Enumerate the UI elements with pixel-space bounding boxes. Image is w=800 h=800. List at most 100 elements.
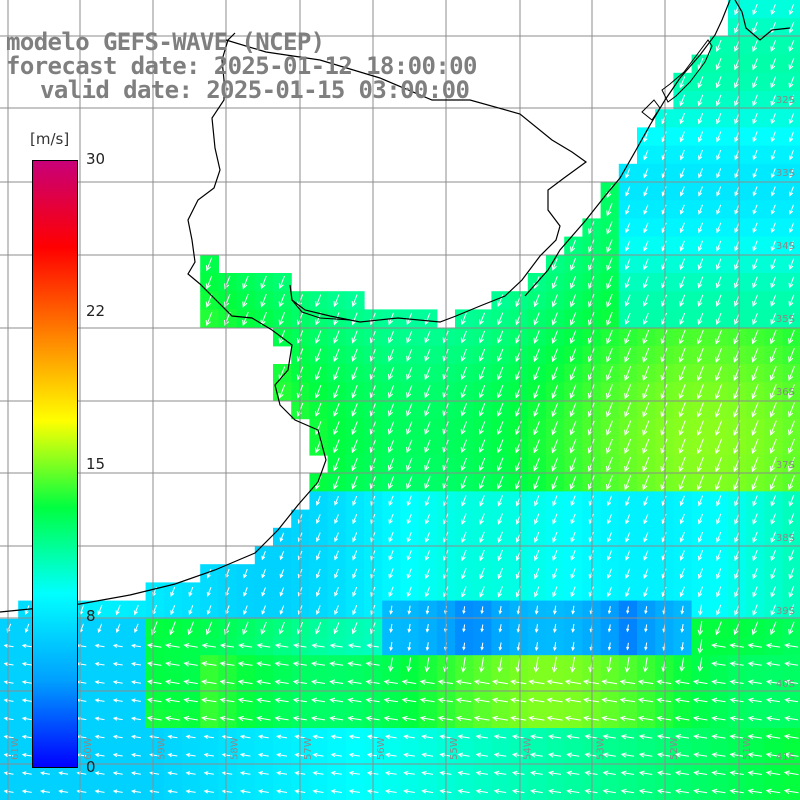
wind-arrow xyxy=(424,457,431,472)
wind-arrow xyxy=(347,715,362,722)
wind-arrow xyxy=(734,240,740,252)
wind-arrow xyxy=(333,475,340,490)
wind-arrow xyxy=(788,348,795,363)
wind-arrow xyxy=(679,113,685,125)
wind-arrow xyxy=(462,606,466,615)
wind-arrow xyxy=(716,604,722,616)
wind-arrow xyxy=(770,113,776,125)
wind-arrow xyxy=(692,679,708,685)
wind-arrow xyxy=(698,168,703,179)
wind-arrow xyxy=(21,680,32,685)
wind-arrow xyxy=(625,568,631,579)
wind-arrow xyxy=(716,240,722,252)
wind-arrow xyxy=(606,348,613,363)
wind-arrow xyxy=(497,549,503,562)
wind-arrow xyxy=(606,475,613,491)
wind-arrow xyxy=(570,586,576,598)
wind-arrow xyxy=(493,770,507,776)
wind-arrow xyxy=(461,568,467,580)
wind-arrow xyxy=(637,715,654,722)
wind-arrow xyxy=(348,789,361,794)
wind-arrow xyxy=(552,568,558,580)
wind-arrow xyxy=(425,624,430,633)
wind-arrow xyxy=(473,679,490,685)
wind-arrow xyxy=(788,58,795,71)
wind-arrow xyxy=(624,438,632,454)
wind-arrow xyxy=(497,439,504,454)
longitude-label: 58W xyxy=(230,737,241,760)
wind-arrow xyxy=(497,568,503,580)
wind-arrow xyxy=(716,186,722,197)
wind-arrow xyxy=(696,402,704,418)
wind-arrow xyxy=(146,697,162,704)
wind-arrow xyxy=(131,771,141,776)
wind-arrow xyxy=(698,222,704,234)
wind-arrow xyxy=(734,222,740,234)
wind-arrow xyxy=(475,752,488,758)
wind-arrow xyxy=(698,186,703,197)
wind-arrow xyxy=(530,734,543,740)
wind-arrow xyxy=(697,568,704,580)
wind-arrow xyxy=(752,258,758,271)
wind-arrow xyxy=(606,402,613,418)
wind-arrow xyxy=(696,475,704,491)
wind-arrow xyxy=(460,439,467,454)
latitude-label: 32S xyxy=(776,95,795,106)
wind-arrow xyxy=(624,657,631,673)
wind-arrow xyxy=(606,366,613,381)
wind-arrow xyxy=(261,569,266,579)
wind-arrow xyxy=(638,770,653,776)
wind-arrow xyxy=(185,771,196,776)
wind-arrow xyxy=(479,586,485,598)
wind-arrow xyxy=(276,771,288,776)
wind-arrow xyxy=(352,495,358,507)
wind-arrow xyxy=(788,494,795,507)
wind-arrow xyxy=(678,402,686,418)
wind-arrow xyxy=(279,587,285,597)
wind-direction-arrows xyxy=(3,3,799,795)
wind-arrow xyxy=(333,312,340,326)
longitude-label: 56W xyxy=(376,737,387,760)
wind-arrow xyxy=(258,789,269,794)
wind-arrow xyxy=(131,662,141,667)
wind-arrow xyxy=(242,311,249,326)
wind-arrow xyxy=(311,679,325,685)
wind-arrow xyxy=(770,495,777,507)
wind-arrow xyxy=(497,513,503,525)
wind-arrow xyxy=(407,623,412,633)
wind-arrow xyxy=(406,568,412,580)
wind-arrow xyxy=(551,366,559,381)
wind-arrow xyxy=(533,475,540,490)
wind-arrow xyxy=(660,420,668,436)
wind-arrow xyxy=(406,330,413,344)
wind-arrow xyxy=(693,752,708,758)
wind-arrow xyxy=(674,697,690,703)
wind-arrow xyxy=(643,294,649,307)
wind-arrow xyxy=(188,586,194,597)
wind-arrow xyxy=(679,258,685,271)
wind-arrow xyxy=(553,605,557,615)
wind-arrow xyxy=(201,679,217,685)
wind-arrow xyxy=(769,420,777,436)
wind-arrow xyxy=(424,550,431,562)
wind-arrow xyxy=(351,622,358,635)
wind-arrow xyxy=(329,715,344,722)
wind-arrow xyxy=(94,716,105,721)
wind-arrow xyxy=(315,622,322,635)
wind-arrow xyxy=(788,475,795,491)
wind-arrow xyxy=(546,715,563,722)
wind-arrow xyxy=(510,715,527,722)
wind-arrow xyxy=(401,715,417,722)
wind-arrow xyxy=(675,788,689,795)
wind-arrow xyxy=(455,697,472,703)
wind-arrow xyxy=(478,476,486,490)
wind-arrow xyxy=(406,385,413,399)
wind-arrow xyxy=(383,679,398,685)
wind-arrow xyxy=(675,752,689,758)
wind-arrow xyxy=(765,734,781,740)
wind-arrow xyxy=(460,403,467,417)
wind-arrow xyxy=(424,586,431,598)
wind-arrow xyxy=(788,312,795,326)
wind-arrow xyxy=(678,329,686,345)
wind-arrow xyxy=(407,642,412,652)
